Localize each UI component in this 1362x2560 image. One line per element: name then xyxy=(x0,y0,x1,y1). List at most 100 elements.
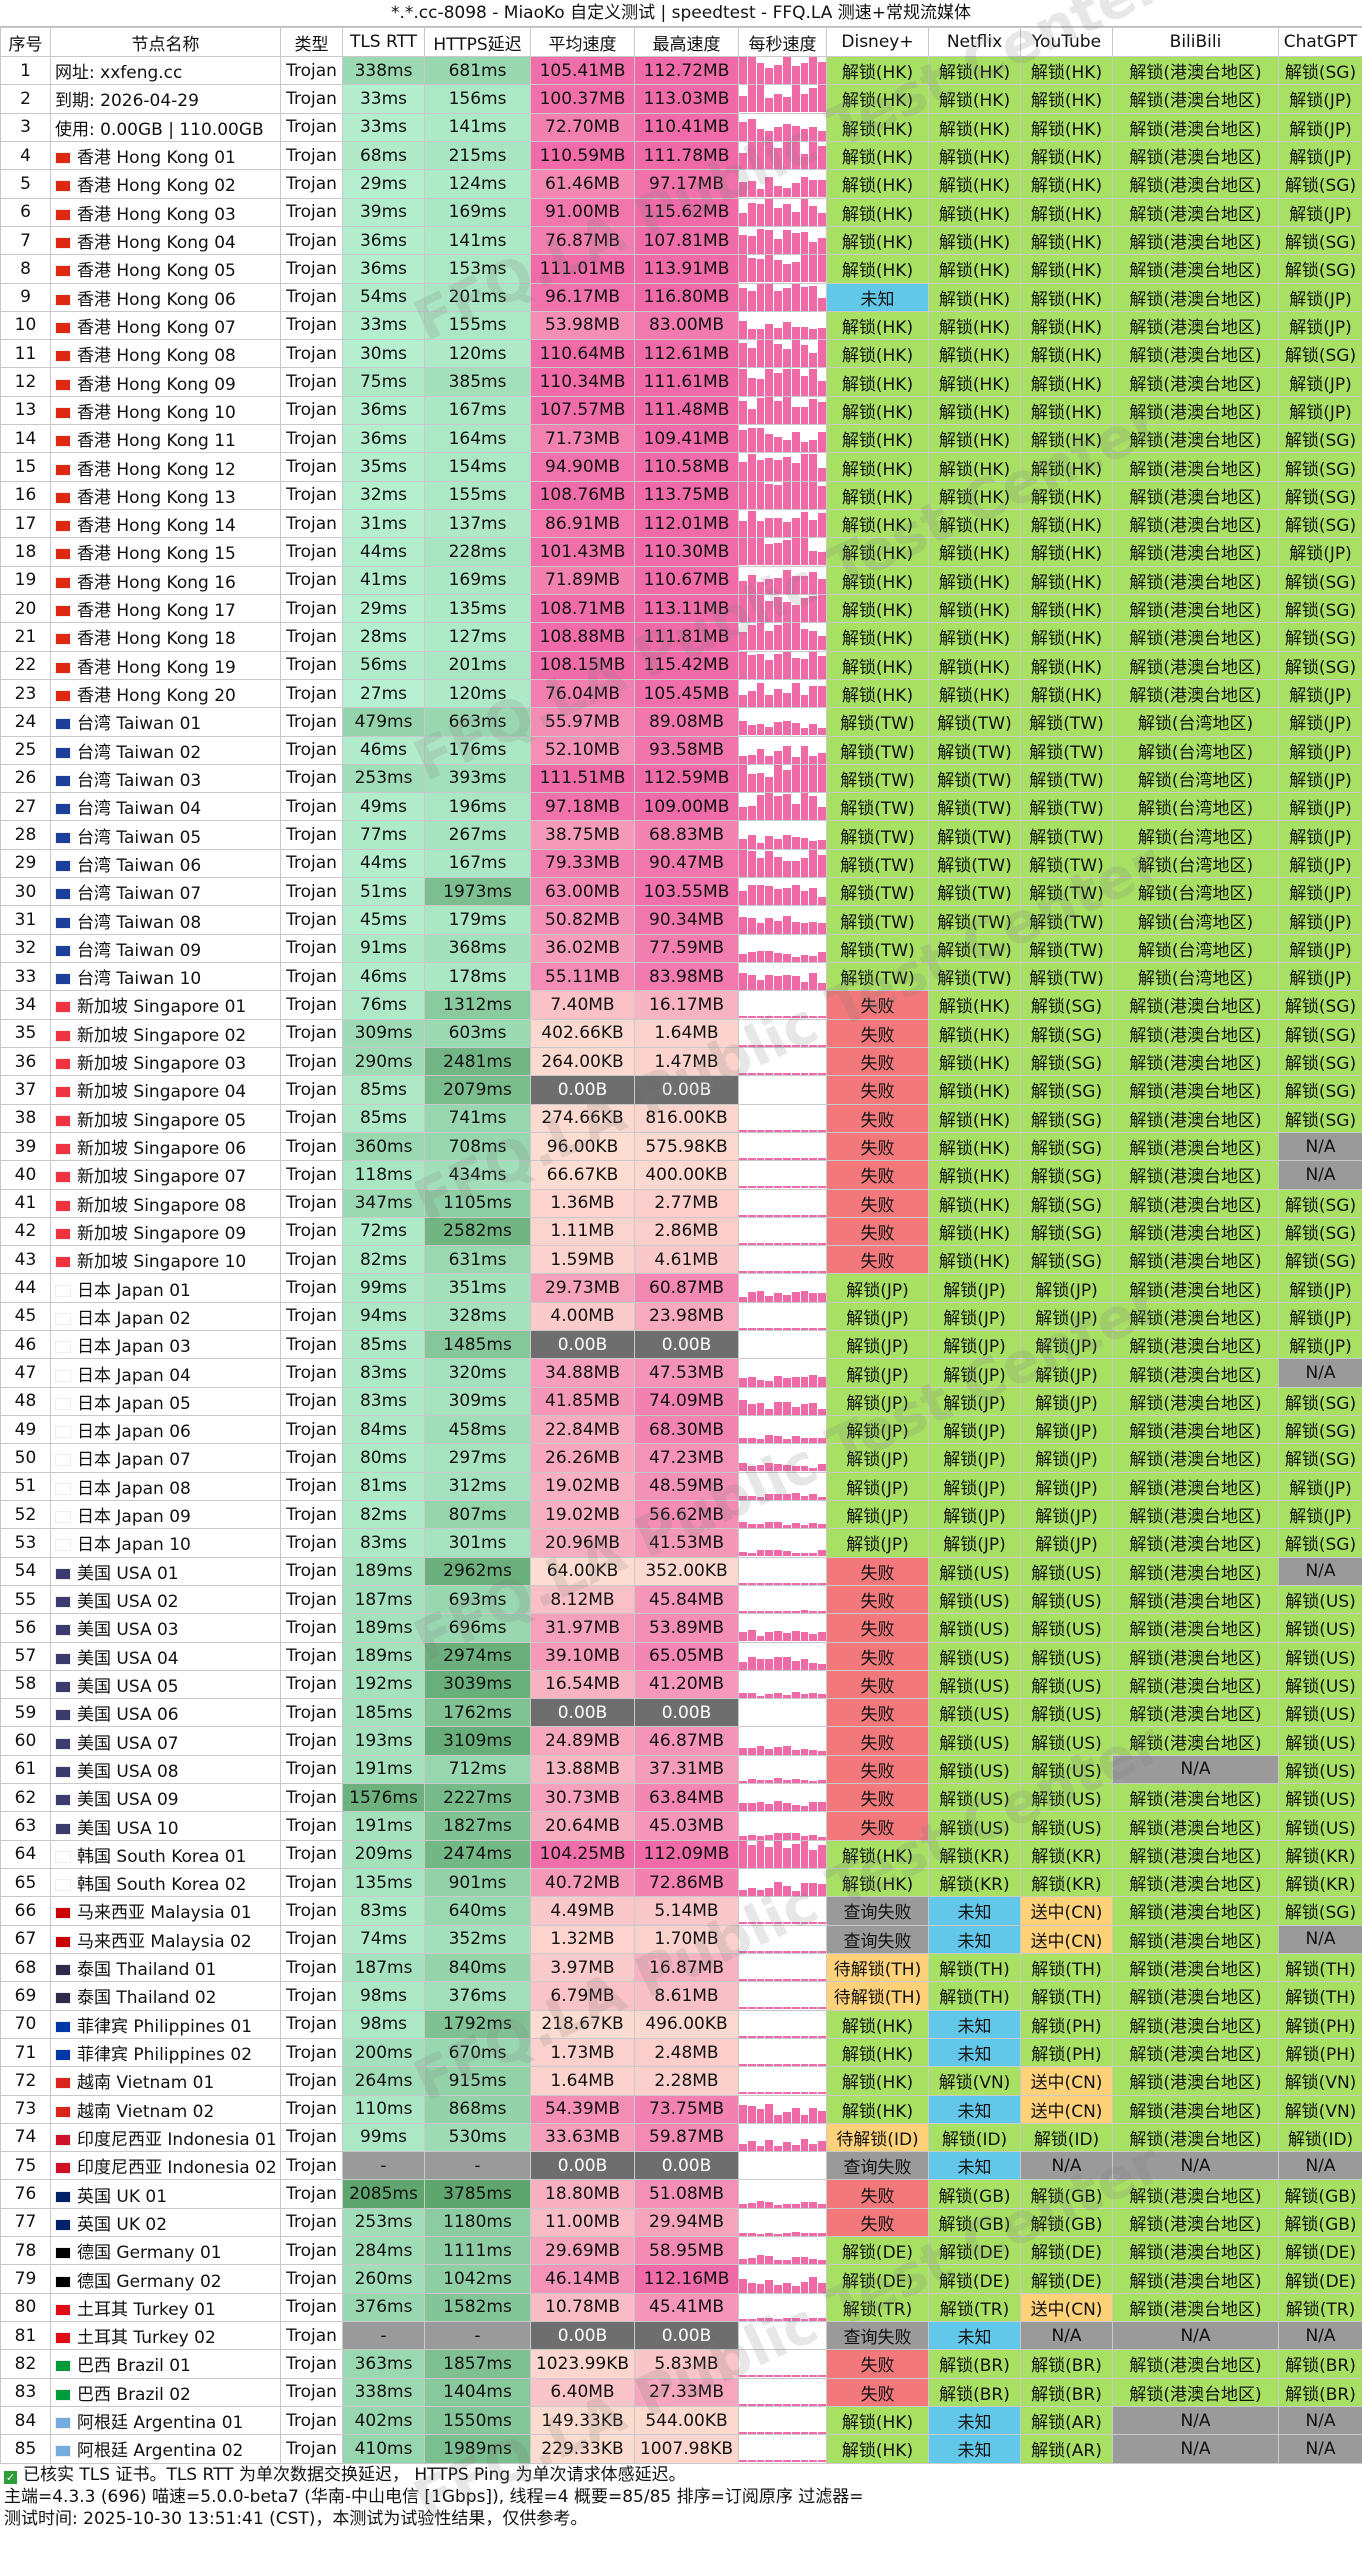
cell-col-avg-speed: 18.80MB xyxy=(530,2179,635,2209)
flag-icon xyxy=(55,1058,71,1071)
sparkline-bar xyxy=(756,1922,765,1925)
sparkline-bar xyxy=(782,1950,791,1953)
sparkline-bar xyxy=(809,1780,818,1783)
sparkline-bar xyxy=(782,322,791,339)
flag-icon xyxy=(55,1171,71,1184)
sparkline-bar xyxy=(818,1611,826,1613)
sparkline-bar xyxy=(818,896,826,905)
cell-col-bilibili: 解锁(港澳台地区) xyxy=(1112,1330,1279,1360)
node-name-label: 阿根廷 Argentina 01 xyxy=(77,2413,244,2434)
cell-col-https-latency: 1111ms xyxy=(424,2236,531,2266)
cell-col-netflix: 解锁(HK) xyxy=(928,1131,1021,1162)
cell-col-youtube: 解锁(US) xyxy=(1020,1613,1113,1643)
cell-col-https-latency: 3785ms xyxy=(424,2179,531,2209)
sparkline-bar xyxy=(782,1657,791,1670)
cell-col-index: 53 xyxy=(0,1528,51,1558)
sparkline-bar xyxy=(747,1437,756,1443)
cell-col-youtube: 解锁(TW) xyxy=(1020,707,1113,737)
cell-col-disney: 解锁(HK) xyxy=(826,2434,929,2464)
sparkline-bar xyxy=(765,518,774,537)
cell-col-max-speed: 115.62MB xyxy=(634,197,739,227)
cell-col-chatgpt: 解锁(SG) xyxy=(1278,55,1362,86)
per-second-sparkline xyxy=(739,2294,826,2321)
cell-col-bilibili: 解锁(港澳台地区) xyxy=(1112,2037,1279,2068)
sparkline-bar xyxy=(818,2460,826,2463)
sparkline-bar xyxy=(774,401,782,424)
sparkline-bar xyxy=(765,1779,774,1783)
cell-col-node-name: 日本 Japan 04 xyxy=(50,1358,281,1388)
sparkline-bar xyxy=(791,2064,800,2066)
cell-col-index: 84 xyxy=(0,2405,51,2436)
per-second-sparkline xyxy=(739,1643,826,1670)
cell-col-index: 36 xyxy=(0,1046,51,1077)
cell-col-type: Trojan xyxy=(280,1867,343,1898)
sparkline-bar xyxy=(739,2432,747,2434)
sparkline-bar xyxy=(818,146,826,169)
flag-icon xyxy=(55,237,71,250)
cell-col-netflix: 解锁(TW) xyxy=(928,707,1021,737)
cell-col-netflix: 解锁(HK) xyxy=(928,55,1021,86)
node-name-label: 台湾 Taiwan 05 xyxy=(77,827,202,848)
cell-col-index: 16 xyxy=(0,480,51,511)
sparkline-bar xyxy=(739,320,747,339)
cell-col-youtube: 解锁(US) xyxy=(1020,1726,1113,1756)
sparkline-bar xyxy=(739,839,747,849)
cell-col-max-speed: 46.87MB xyxy=(634,1726,739,1756)
cell-col-index: 3 xyxy=(0,112,51,142)
cell-col-netflix: 解锁(JP) xyxy=(928,1443,1021,1473)
sparkline-bar xyxy=(774,291,782,311)
sparkline-bar xyxy=(747,1242,756,1245)
sparkline-bar xyxy=(739,255,747,282)
cell-col-per-second xyxy=(738,1273,827,1303)
cell-col-max-speed: 1.70MB xyxy=(634,1924,739,1954)
cell-col-https-latency: 1485ms xyxy=(424,1330,531,1360)
cell-col-youtube: 解锁(HK) xyxy=(1020,55,1113,86)
cell-col-type: Trojan xyxy=(280,1245,343,1275)
sparkline-bar xyxy=(782,1695,791,1698)
cell-col-bilibili: N/A xyxy=(1112,1754,1279,1785)
sparkline-bar xyxy=(818,840,826,849)
cell-col-bilibili: 解锁(港澳台地区) xyxy=(1112,1018,1279,1048)
sparkline-bar xyxy=(765,544,774,566)
cell-col-tls-rtt: 29ms xyxy=(342,593,425,624)
cell-col-youtube: 解锁(AR) xyxy=(1020,2405,1113,2436)
sparkline-bar xyxy=(818,1845,826,1868)
sparkline-bar xyxy=(739,96,747,113)
sparkline-bar xyxy=(756,884,765,905)
sparkline-bar xyxy=(782,954,791,962)
cell-col-chatgpt: 解锁(JP) xyxy=(1278,933,1362,964)
cell-col-per-second xyxy=(738,395,827,426)
sparkline-bar xyxy=(809,1186,818,1188)
cell-col-type: Trojan xyxy=(280,622,343,652)
flag-icon xyxy=(55,152,71,165)
cell-col-disney: 未知 xyxy=(826,282,929,312)
table-row: 78 德国 Germany 01 Trojan 284ms 1111ms 29.69MB 5… xyxy=(0,2236,1362,2266)
cell-col-netflix: 解锁(JP) xyxy=(928,1499,1021,1530)
sparkline-bar xyxy=(739,121,747,141)
sparkline-bar xyxy=(818,1073,826,1075)
cell-col-index: 21 xyxy=(0,622,51,652)
cell-col-chatgpt: 解锁(SG) xyxy=(1278,339,1362,369)
sparkline-bar xyxy=(756,1044,765,1047)
sparkline-bar xyxy=(800,891,809,905)
cell-col-max-speed: 112.72MB xyxy=(634,55,739,86)
cell-col-youtube: 解锁(TW) xyxy=(1020,820,1113,850)
cell-col-max-speed: 45.84MB xyxy=(634,1584,739,1615)
cell-col-netflix: 解锁(HK) xyxy=(928,225,1021,256)
table-row: 56 美国 USA 03 Trojan 189ms 696ms 31.97MB 53.89M… xyxy=(0,1613,1362,1643)
sparkline-bar xyxy=(739,2279,747,2293)
flag-icon xyxy=(55,605,71,618)
sparkline-bar xyxy=(765,1073,774,1075)
cell-col-max-speed: 111.48MB xyxy=(634,395,739,426)
sparkline-bar xyxy=(800,2007,809,2010)
table-row: 34 新加坡 Singapore 01 Trojan 76ms 1312ms 7.40MB… xyxy=(0,990,1362,1020)
node-name-label: 美国 USA 03 xyxy=(77,1620,179,1641)
flag-icon xyxy=(55,2247,71,2260)
cell-col-max-speed: 1.47MB xyxy=(634,1046,739,1077)
cell-col-chatgpt: 解锁(SG) xyxy=(1278,169,1362,199)
header-col-max-speed: 最高速度 xyxy=(634,27,739,57)
node-name-label: 香港 Hong Kong 19 xyxy=(77,657,236,678)
cell-col-per-second xyxy=(738,1528,827,1558)
node-name-label: 巴西 Brazil 02 xyxy=(77,2384,191,2405)
cell-col-netflix: 解锁(JP) xyxy=(928,1471,1021,1501)
